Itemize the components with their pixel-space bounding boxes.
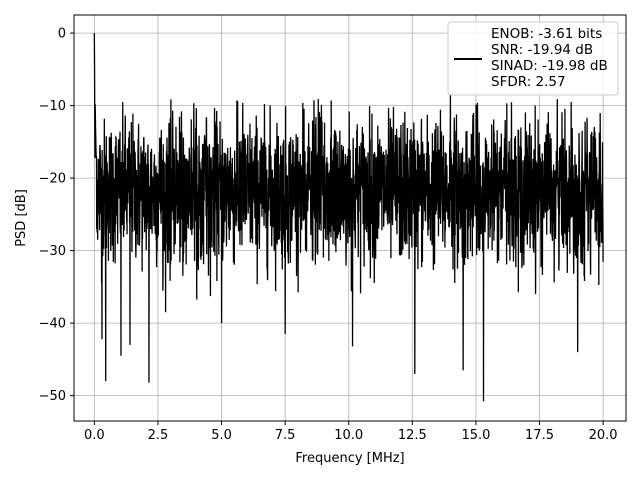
plot-frame [73, 14, 627, 422]
series-layer [93, 33, 604, 402]
x-tick-label: 17.5 [525, 428, 554, 443]
legend: ENOB: -3.61 bits SNR: -19.94 dB SINAD: -… [447, 21, 619, 96]
x-tick-label: 2.5 [148, 428, 169, 443]
legend-sfdr: SFDR: 2.57 [491, 74, 566, 90]
x-axis: 0.0 2.5 5.0 7.5 10.0 12.5 15.0 17.5 20.0 [84, 421, 618, 443]
x-tick-label: 15.0 [461, 428, 490, 443]
y-tick-label: −10 [39, 99, 66, 114]
x-tick-label: 7.5 [275, 428, 296, 443]
y-tick-label: −50 [39, 389, 66, 404]
y-axis-label: PSD [dB] [14, 189, 29, 247]
x-tick-label: 10.0 [334, 428, 363, 443]
y-tick-label: 0 [58, 27, 66, 42]
y-tick-label: −40 [39, 317, 66, 332]
x-tick-label: 12.5 [398, 428, 427, 443]
x-tick-label: 0.0 [84, 428, 105, 443]
y-tick-label: −20 [39, 172, 66, 187]
x-tick-label: 5.0 [211, 428, 232, 443]
psd-series-line [93, 33, 604, 402]
legend-box [447, 21, 619, 96]
legend-snr: SNR: -19.94 dB [491, 42, 593, 58]
x-axis-label: Frequency [MHz] [295, 451, 404, 466]
legend-sinad: SINAD: -19.98 dB [491, 58, 608, 74]
y-tick-label: −30 [39, 244, 66, 259]
y-axis: 0 −10 −20 −30 −40 −50 [39, 27, 74, 404]
x-tick-label: 20.0 [589, 428, 618, 443]
legend-enob: ENOB: -3.61 bits [491, 26, 602, 42]
